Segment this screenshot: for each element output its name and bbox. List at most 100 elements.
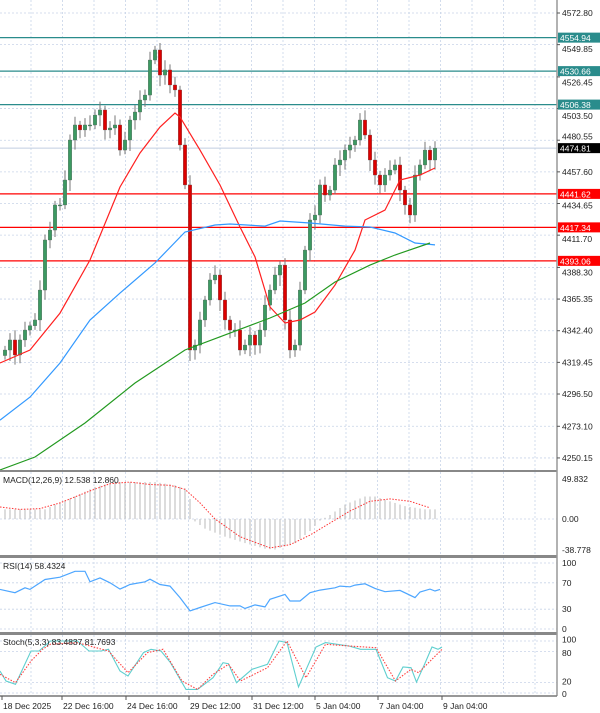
price-level-value: 4417.34 — [560, 223, 591, 233]
price-level-value: 4530.66 — [560, 67, 591, 77]
candle-bullish — [353, 139, 357, 146]
candle-bullish — [293, 344, 297, 351]
panel-separator[interactable] — [0, 632, 557, 635]
candle-bullish — [48, 229, 52, 241]
price-level-tag — [558, 255, 600, 266]
moving-average-line-1 — [0, 220, 436, 421]
price-axis: 4572.80 4549.85 4526.45 4503.50 4480.55 4457.… — [1, 8, 593, 711]
indicator-axis-label: 100 — [562, 635, 576, 645]
candle-bullish — [18, 339, 22, 356]
indicator-axis-label: 100 — [562, 558, 576, 568]
panel-separator[interactable] — [0, 555, 557, 558]
candle-bearish — [223, 299, 227, 321]
stoch-main-line — [0, 640, 443, 690]
candle-bearish — [363, 119, 367, 136]
candle-bearish — [103, 109, 107, 131]
price-level-tag — [558, 32, 600, 43]
candle-bullish — [383, 174, 387, 186]
candle-bearish — [188, 184, 192, 351]
price-level-value: 4393.06 — [560, 256, 591, 266]
candle-bullish — [23, 329, 27, 341]
candle-bullish — [98, 109, 102, 116]
indicator-panels — [0, 481, 443, 691]
price-level-value: 4441.62 — [560, 189, 591, 199]
candle-bearish — [408, 204, 412, 216]
candle-bullish — [313, 214, 317, 221]
price-axis-label: 4457.60 — [562, 167, 593, 177]
candle-bullish — [348, 144, 352, 151]
price-axis-label: 4273.10 — [562, 421, 593, 431]
candle-bullish — [93, 114, 97, 126]
price-level-value: 4554.94 — [560, 33, 591, 43]
candle-bullish — [138, 99, 142, 113]
candle-bullish — [128, 119, 132, 141]
horizontal-levels[interactable] — [0, 36, 557, 262]
candle-bullish — [3, 349, 7, 356]
price-tags: 4554.94 4530.66 4506.38 4441.62 4417.34 4393.… — [558, 32, 600, 266]
time-axis-label: 7 Jan 04:00 — [379, 701, 424, 711]
candle-bullish — [163, 69, 167, 76]
grid-lines — [0, 0, 557, 695]
candle-bullish — [63, 179, 67, 206]
candle-bearish — [158, 49, 162, 76]
candle-bullish — [43, 239, 47, 291]
rsi-line — [0, 570, 441, 612]
candle-bearish — [218, 274, 222, 301]
candle-bearish — [283, 264, 287, 321]
candle-bearish — [403, 189, 407, 206]
candle-bearish — [168, 69, 172, 86]
candle-bullish — [28, 325, 32, 331]
candle-bullish — [423, 149, 427, 166]
price-level-tag — [558, 222, 600, 233]
candle-bullish — [53, 204, 57, 231]
price-level-tag — [558, 99, 600, 110]
panel-separator[interactable] — [0, 470, 557, 472]
candlesticks — [3, 43, 437, 365]
rsi-title: RSI(14) 58.4324 — [3, 561, 66, 571]
candle-bullish — [208, 279, 212, 301]
macd-title: MACD(12,26,9) 12.538 12.860 — [3, 475, 119, 485]
candle-bullish — [248, 334, 252, 346]
price-axis-label: 4411.70 — [562, 234, 592, 244]
candle-bearish — [428, 149, 432, 161]
candle-bullish — [68, 139, 72, 181]
candle-bearish — [323, 184, 327, 196]
candle-bearish — [398, 164, 402, 191]
current-price-value: 4474.81 — [560, 144, 591, 154]
current-price-tag — [558, 143, 600, 154]
price-axis-label: 4319.45 — [562, 357, 593, 367]
time-axis-label: 29 Dec 12:00 — [190, 701, 241, 711]
candle-bullish — [343, 149, 347, 161]
candle-bullish — [318, 184, 322, 216]
candle-bearish — [183, 144, 187, 186]
candle-bullish — [308, 219, 312, 251]
candle-bullish — [133, 111, 137, 121]
candle-bullish — [8, 339, 12, 351]
indicator-axis-label: 80 — [562, 648, 572, 658]
candle-bearish — [78, 124, 82, 131]
candle-bearish — [373, 159, 377, 176]
candle-bullish — [303, 249, 307, 291]
candle-bullish — [263, 304, 267, 331]
candle-bullish — [123, 139, 127, 151]
price-axis-label: 4250.15 — [562, 453, 593, 463]
indicator-axis-label: 30 — [562, 604, 572, 614]
candle-bullish — [33, 319, 37, 326]
candle-bullish — [333, 164, 337, 191]
moving-average-line-2 — [0, 242, 431, 471]
candle-bearish — [228, 319, 232, 331]
price-axis-label: 4388.30 — [562, 267, 593, 277]
price-axis-label: 4503.50 — [562, 111, 593, 121]
time-axis-label: 18 Dec 2025 — [3, 701, 51, 711]
price-axis-label: 4365.35 — [562, 294, 593, 304]
time-axis-label: 31 Dec 12:00 — [253, 701, 304, 711]
time-axis-label: 5 Jan 04:00 — [316, 701, 361, 711]
indicator-axis-label: 0.00 — [562, 514, 579, 524]
time-axis-label: 9 Jan 04:00 — [443, 701, 488, 711]
stoch-title: Stoch(5,3,3) 83.4837 81.7693 — [3, 637, 116, 647]
candle-bullish — [83, 124, 87, 131]
price-axis-label: 4434.65 — [562, 200, 593, 210]
candle-bullish — [113, 124, 117, 129]
candle-bullish — [413, 174, 417, 216]
